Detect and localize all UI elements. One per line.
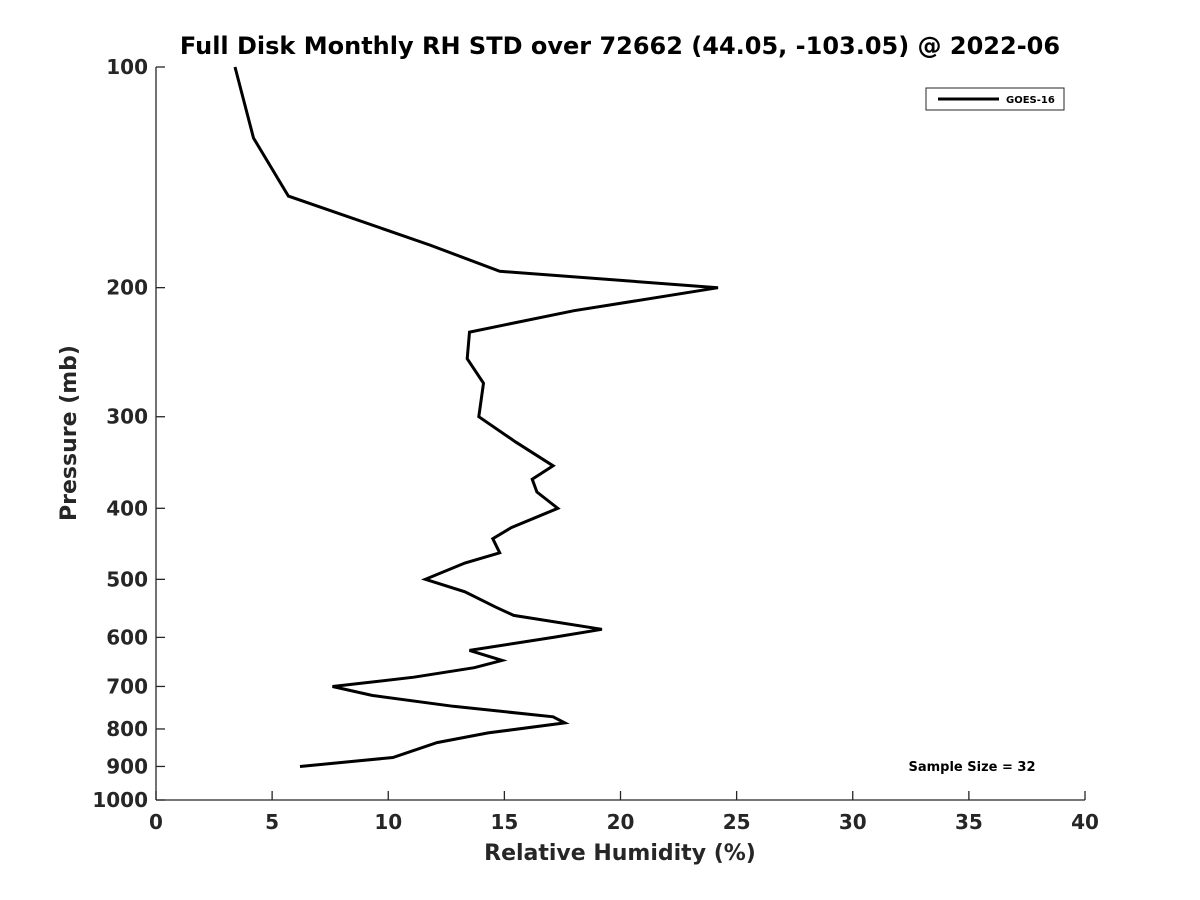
x-tick-label: 0 <box>149 810 163 834</box>
y-tick-label: 100 <box>106 55 148 79</box>
y-tick-group: 100 200 300 400 500 600 700 800 900 1000 <box>92 55 165 812</box>
x-tick-label: 10 <box>374 810 402 834</box>
x-tick-group: 0 5 10 15 20 25 30 35 40 <box>149 791 1099 834</box>
y-axis-label: Pressure (mb) <box>57 345 82 521</box>
x-tick-label: 30 <box>839 810 867 834</box>
x-axis-label: Relative Humidity (%) <box>484 841 756 866</box>
x-tick-label: 5 <box>265 810 279 834</box>
y-tick-label: 800 <box>106 717 148 741</box>
series-line-goes-16 <box>233 66 719 768</box>
y-tick-label: 300 <box>106 405 148 429</box>
y-tick-label: 500 <box>106 567 148 591</box>
y-tick-label: 400 <box>106 496 148 520</box>
x-tick-label: 40 <box>1071 810 1099 834</box>
y-tick-label: 700 <box>106 674 148 698</box>
x-tick-label: 20 <box>607 810 635 834</box>
legend-label-goes-16: GOES-16 <box>1006 95 1055 106</box>
series-group <box>233 66 719 768</box>
y-tick-label: 1000 <box>92 788 148 812</box>
y-tick-label: 200 <box>106 276 148 300</box>
y-tick-label: 900 <box>106 754 148 778</box>
chart-title: Full Disk Monthly RH STD over 72662 (44.… <box>180 32 1060 60</box>
y-tick-label: 600 <box>106 625 148 649</box>
x-tick-label: 15 <box>490 810 518 834</box>
x-tick-label: 25 <box>723 810 751 834</box>
plot-area <box>156 67 1085 800</box>
legend: GOES-16 <box>925 87 1065 111</box>
sample-size-annotation: Sample Size = 32 <box>908 760 1035 775</box>
x-tick-label: 35 <box>955 810 983 834</box>
